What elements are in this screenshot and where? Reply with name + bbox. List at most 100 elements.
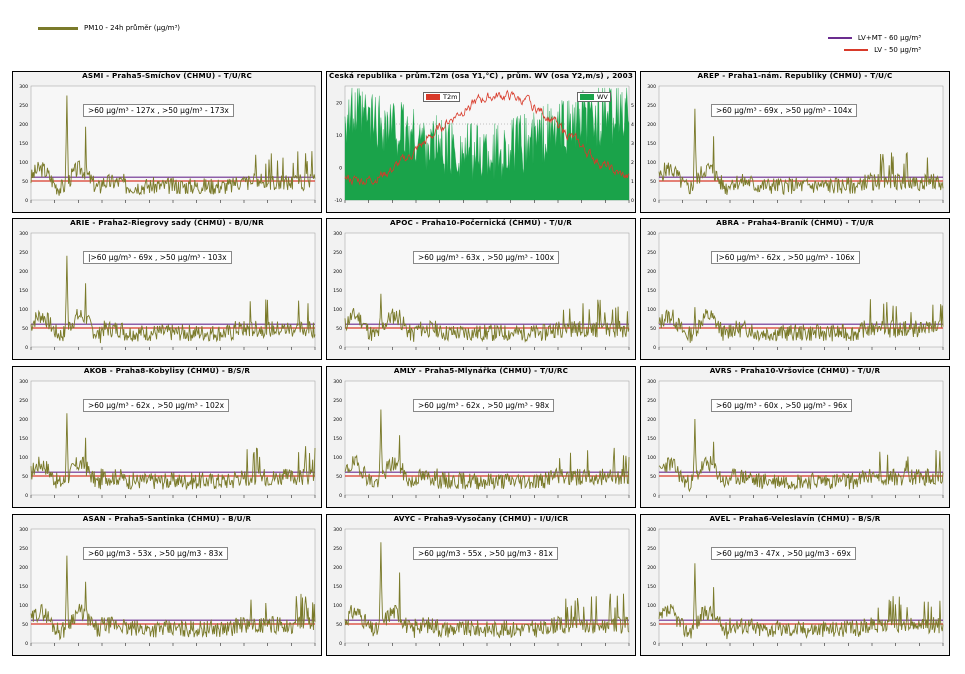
panel-plot: 0 50 100 150 200 250 300 — [19, 379, 316, 499]
panel-plot: 0 50 100 150 200 250 300 — [647, 84, 944, 204]
chart-panel: AMLY - Praha5-Mlynářka (ČHMÚ) - T/U/RC 0 5… — [326, 366, 636, 508]
y-tick-label: 200 — [19, 122, 28, 128]
panel-plot: -10 0 10 20 0 1 2 3 4 5 — [334, 85, 634, 204]
y-tick-label: 50 — [22, 474, 28, 480]
y-tick-label: 50 — [650, 179, 656, 185]
legend-lv-swatch — [844, 49, 869, 51]
y-tick-label: 250 — [333, 250, 342, 256]
pm10-series — [30, 95, 316, 196]
legend-lvmt-label: LV+MT - 60 µg/m³ — [857, 34, 921, 42]
y-tick-label: 200 — [647, 565, 656, 571]
legend-pm10-swatch — [38, 26, 78, 30]
y-tick-label: 0 — [653, 345, 656, 351]
panel-plot: 0 50 100 150 200 250 300 — [333, 231, 630, 351]
y-tick-label: 50 — [22, 326, 28, 332]
y-tick-label: 100 — [333, 307, 342, 313]
exceedance-annotation: |>60 µg/m³ - 62x , >50 µg/m³ - 106x — [711, 251, 860, 264]
chart-panel: ABRA - Praha4-Braník (ČHMÚ) - T/U/R 0 50 10… — [640, 218, 950, 360]
panel-plot: 0 50 100 150 200 250 300 — [333, 379, 630, 499]
exceedance-annotation: >60 µg/m3 - 47x , >50 µg/m3 - 69x — [711, 547, 856, 560]
y2-tick-label: 0 — [631, 198, 634, 204]
pm10-series — [658, 418, 944, 493]
pm10-series — [344, 293, 630, 343]
temp-legend-label: T2m — [443, 93, 458, 101]
y-tick-label: 200 — [333, 417, 342, 423]
temp-legend-swatch — [426, 94, 440, 100]
panel-title: AVRS - Praha10-Vršovice (ČHMÚ) - T/U/R — [709, 366, 881, 375]
y-tick-label: 150 — [19, 436, 28, 442]
panel-title: AVYC - Praha9-Vysočany (ČHMÚ) - I/U/ICR — [393, 514, 569, 523]
y-tick-label: 150 — [333, 288, 342, 294]
pm10-series — [344, 409, 630, 491]
chart-panel: ASMI - Praha5-Smíchov (ČHMÚ) - T/U/RC 0 50… — [12, 71, 322, 213]
y-tick-label: 250 — [333, 546, 342, 552]
y-tick-label: 50 — [650, 622, 656, 628]
y-tick-label: 20 — [336, 100, 342, 106]
wind-legend-swatch — [580, 94, 594, 100]
panel-title: AKOB - Praha8-Kobylisy (ČHMÚ) - B/S/R — [83, 366, 251, 375]
y-tick-label: 300 — [647, 231, 656, 237]
y-tick-label: 100 — [333, 603, 342, 609]
y-tick-label: 50 — [650, 326, 656, 332]
y2-tick-label: 4 — [631, 122, 634, 128]
chart-panel: AREP - Praha1-nám. Republiky (ČHMÚ) - T/… — [640, 71, 950, 213]
y-tick-label: 100 — [19, 307, 28, 313]
panel-title: ARIE - Praha2-Riegrovy sady (ČHMÚ) - B/U… — [70, 218, 264, 227]
y-tick-label: 300 — [19, 527, 28, 533]
y-tick-label: 300 — [333, 527, 342, 533]
y-tick-label: 300 — [647, 527, 656, 533]
y-tick-label: 0 — [25, 641, 28, 647]
exceedance-annotation: >60 µg/m3 - 55x , >50 µg/m3 - 81x — [413, 547, 558, 560]
y-tick-label: 100 — [19, 455, 28, 461]
y-tick-label: 50 — [650, 474, 656, 480]
panel-plot: 0 50 100 150 200 250 300 — [19, 84, 316, 204]
y-tick-label: 0 — [339, 493, 342, 499]
chart-panel: Česká republika - prům.T2m (osa Y1,°C) ,… — [326, 71, 636, 213]
exceedance-annotation: |>60 µg/m³ - 69x , >50 µg/m³ - 103x — [83, 251, 232, 264]
panel-plot: 0 50 100 150 200 250 300 — [647, 379, 944, 499]
y-tick-label: 200 — [647, 417, 656, 423]
panel-plot: 0 50 100 150 200 250 300 — [333, 527, 630, 647]
pm10-series — [30, 555, 316, 641]
chart-panel: AVEL - Praha6-Veleslavín (ČHMÚ) - B/S/R 0… — [640, 514, 950, 656]
exceedance-annotation: >60 µg/m³ - 62x , >50 µg/m³ - 102x — [83, 399, 230, 412]
panel-title: ASMI - Praha5-Smíchov (ČHMÚ) - T/U/RC — [82, 71, 252, 80]
y2-tick-label: 5 — [631, 103, 634, 109]
y-tick-label: 200 — [19, 269, 28, 275]
y-tick-label: 0 — [339, 345, 342, 351]
legend-pm10: PM10 - 24h průměr (µg/m³) — [38, 24, 180, 32]
pm10-series — [658, 299, 944, 343]
y-tick-label: 200 — [19, 565, 28, 571]
panel-title: AVEL - Praha6-Veleslavín (ČHMÚ) - B/S/R — [709, 514, 881, 523]
y-tick-label: 250 — [333, 398, 342, 404]
y-tick-label: 300 — [19, 379, 28, 385]
y-tick-label: 100 — [19, 603, 28, 609]
exceedance-annotation: >60 µg/m³ - 69x , >50 µg/m³ - 104x — [711, 104, 858, 117]
legend-lv-label: LV - 50 µg/m³ — [874, 46, 921, 54]
y-tick-label: 50 — [336, 622, 342, 628]
y-tick-label: -10 — [334, 198, 342, 204]
y-tick-label: 150 — [647, 141, 656, 147]
y-tick-label: 200 — [333, 565, 342, 571]
y-tick-label: 300 — [19, 84, 28, 90]
y-tick-label: 150 — [333, 584, 342, 590]
y-tick-label: 50 — [336, 326, 342, 332]
legend-lvmt: LV+MT - 60 µg/m³ — [827, 34, 921, 42]
y-tick-label: 250 — [647, 398, 656, 404]
y-tick-label: 0 — [339, 165, 342, 171]
pm10-series — [30, 413, 316, 491]
panel-title: Česká republika - prům.T2m (osa Y1,°C) ,… — [328, 71, 634, 80]
y-tick-label: 150 — [647, 436, 656, 442]
panel-title: AMLY - Praha5-Mlynářka (ČHMÚ) - T/U/RC — [393, 366, 569, 375]
y-tick-label: 250 — [19, 546, 28, 552]
exceedance-annotation: >60 µg/m³ - 62x , >50 µg/m³ - 98x — [413, 399, 555, 412]
y-tick-label: 0 — [653, 641, 656, 647]
y-tick-label: 250 — [19, 250, 28, 256]
temp-legend: T2m — [423, 92, 461, 102]
panel-plot: 0 50 100 150 200 250 300 — [647, 527, 944, 647]
chart-panel: AKOB - Praha8-Kobylisy (ČHMÚ) - B/S/R 0 50… — [12, 366, 322, 508]
wind-legend: WV — [577, 92, 611, 102]
y-tick-label: 10 — [336, 133, 342, 139]
y2-tick-label: 1 — [631, 179, 634, 185]
y-tick-label: 250 — [647, 103, 656, 109]
